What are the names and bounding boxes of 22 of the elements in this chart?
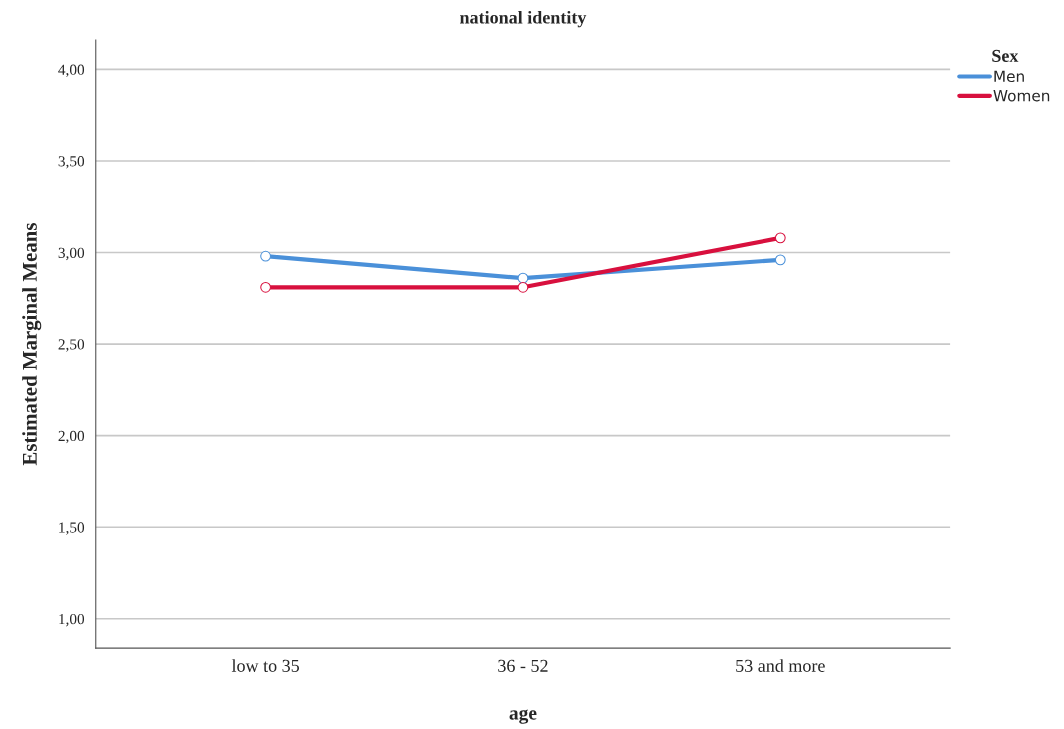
chart-title: national identity xyxy=(459,10,587,28)
legend-label: Women xyxy=(993,90,1050,102)
x-axis-title: age xyxy=(509,709,537,724)
legend-title: Sex xyxy=(992,49,1019,62)
point xyxy=(260,281,271,293)
point xyxy=(517,281,529,293)
x-tick-label: low to 35 xyxy=(231,659,300,672)
x-tick-label: 36 - 52 xyxy=(498,659,548,672)
x-tick-label: 53 and more xyxy=(736,659,825,672)
point xyxy=(774,254,786,266)
y-axis-title: Estimated Marginal Means xyxy=(22,223,42,466)
y-tick-label: 2,50 xyxy=(58,339,85,352)
y-tick-label: 3,00 xyxy=(58,247,85,261)
y-tick-label: 3,50 xyxy=(58,156,85,169)
legend-label: Men xyxy=(994,70,1024,83)
point xyxy=(774,232,786,244)
y-tick-label: 1,00 xyxy=(59,613,85,627)
point xyxy=(260,250,271,262)
y-tick-label: 1,50 xyxy=(59,522,85,535)
y-tick-label: 4,00 xyxy=(58,64,85,78)
y-tick-label: 2,00 xyxy=(58,430,85,444)
point xyxy=(517,272,529,284)
